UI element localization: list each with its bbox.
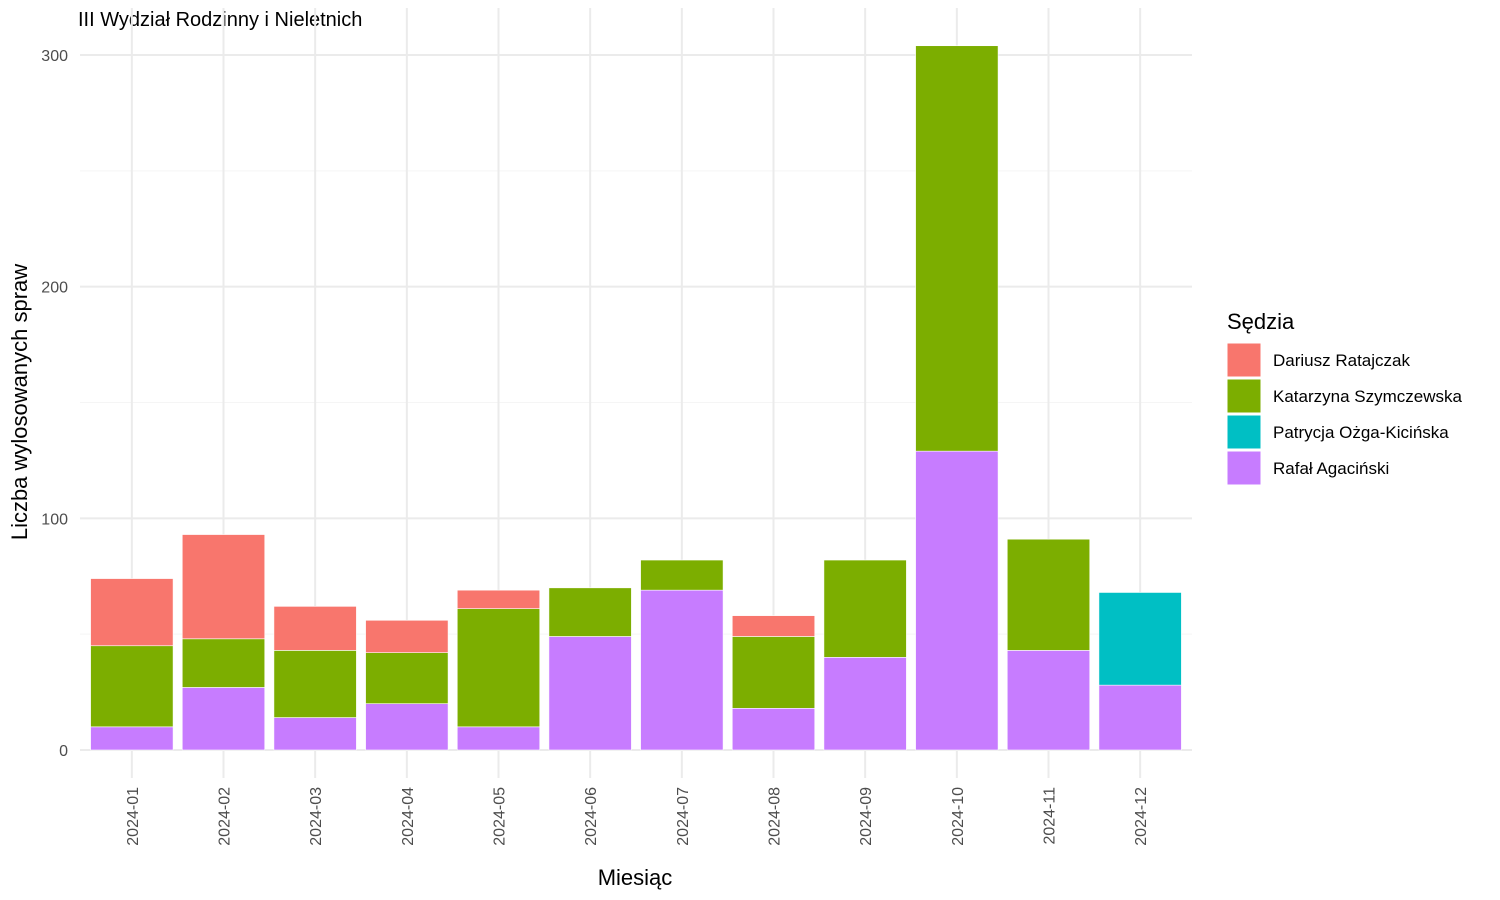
x-tick-label: 2024-12 (1133, 787, 1150, 846)
bar-2024-08-dariusz-ratajczak (731, 615, 816, 637)
x-tick-label: 2024-09 (858, 787, 875, 846)
y-tick-label: 200 (41, 280, 68, 297)
bar-2024-05-katarzyna-szymczewska (456, 608, 541, 728)
bar-2024-11-katarzyna-szymczewska (1006, 538, 1091, 651)
bar-2024-08-rafa-agacin-ski (731, 707, 816, 751)
bar-2024-07-katarzyna-szymczewska (640, 559, 724, 591)
x-tick-label: 2024-01 (125, 787, 142, 846)
bar-2024-05-dariusz-ratajczak (456, 589, 541, 609)
x-tick-label: 2024-07 (675, 787, 692, 846)
bar-2024-02-dariusz-ratajczak (181, 534, 266, 640)
y-axis-title: Liczba wylosowanych spraw (7, 264, 32, 540)
bar-2024-12-rafa-agacin-ski (1098, 684, 1182, 751)
bar-2024-02-rafa-agacin-ski (181, 687, 266, 751)
legend-label-rafa-agacin-ski: Rafał Agaciński (1273, 459, 1389, 478)
x-tick-label: 2024-10 (950, 787, 967, 846)
x-tick-label: 2024-11 (1042, 787, 1059, 845)
bar-2024-05-rafa-agacin-ski (456, 726, 541, 751)
legend-key-rafa-agacin-ski (1226, 450, 1262, 486)
legend-label-dariusz-ratajczak: Dariusz Ratajczak (1273, 351, 1410, 370)
bar-2024-04-dariusz-ratajczak (365, 619, 449, 653)
x-tick-label: 2024-08 (767, 787, 784, 846)
x-tick-label: 2024-03 (308, 787, 325, 846)
x-tick-label: 2024-02 (217, 787, 234, 846)
legend-key-dariusz-ratajczak (1226, 342, 1262, 378)
bar-2024-01-dariusz-ratajczak (90, 578, 174, 647)
legend-title: Sędzia (1227, 309, 1295, 334)
x-axis-title: Miesiąc (598, 865, 673, 890)
bar-2024-08-katarzyna-szymczewska (731, 636, 816, 709)
bar-2024-07-rafa-agacin-ski (640, 589, 724, 751)
bar-2024-01-katarzyna-szymczewska (90, 645, 174, 728)
bar-2024-04-rafa-agacin-ski (365, 703, 449, 751)
bar-2024-09-rafa-agacin-ski (823, 657, 907, 751)
y-tick-label: 300 (41, 48, 68, 65)
legend-label-katarzyna-szymczewska: Katarzyna Szymczewska (1273, 387, 1462, 406)
x-tick-label: 2024-05 (492, 787, 509, 846)
bar-2024-06-katarzyna-szymczewska (548, 587, 632, 637)
x-tick-label: 2024-04 (400, 787, 417, 846)
bar-2024-03-rafa-agacin-ski (273, 717, 357, 751)
legend-label-patrycja-oz-ga-kicin-ska: Patrycja Ożga-Kicińska (1273, 423, 1449, 442)
bar-2024-04-katarzyna-szymczewska (365, 652, 449, 704)
bar-2024-03-dariusz-ratajczak (273, 606, 357, 651)
bar-2024-03-katarzyna-szymczewska (273, 650, 357, 718)
bars (90, 45, 1182, 751)
legend-key-patrycja-oz-ga-kicin-ska (1226, 414, 1262, 450)
x-tick-label: 2024-06 (583, 787, 600, 846)
bar-2024-06-rafa-agacin-ski (548, 636, 632, 751)
bar-2024-02-katarzyna-szymczewska (181, 638, 266, 688)
bar-2024-12-patrycja-oz-ga-kicin-ska (1098, 592, 1182, 686)
bar-2024-09-katarzyna-szymczewska (823, 559, 907, 658)
legend-key-katarzyna-szymczewska (1226, 378, 1262, 414)
bar-2024-01-rafa-agacin-ski (90, 726, 174, 751)
y-tick-label: 100 (41, 511, 68, 528)
bar-2024-10-rafa-agacin-ski (915, 450, 999, 751)
bar-2024-10-katarzyna-szymczewska (915, 45, 999, 452)
x-axis-ticks: 2024-01 2024-02 2024-03 2024-04 2024-05 2024-… (125, 787, 1150, 846)
legend: Sędzia Dariusz Ratajczak Katarzyna Szymcz… (1226, 309, 1462, 486)
y-tick-label: 0 (59, 743, 68, 760)
chart-title: III Wydział Rodzinny i Nieletnich (78, 9, 362, 31)
y-axis-ticks: 0 100 200 300 (41, 48, 68, 760)
bar-2024-11-rafa-agacin-ski (1006, 650, 1091, 751)
